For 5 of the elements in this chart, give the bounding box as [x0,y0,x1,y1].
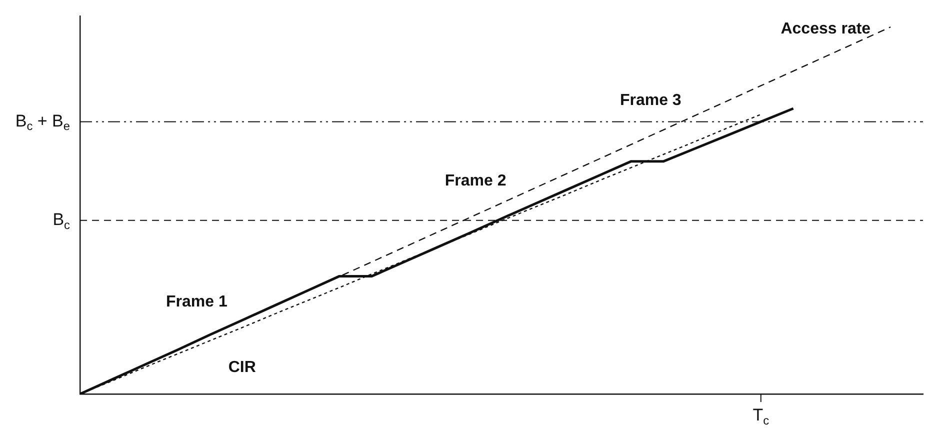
annotation: Frame 1 [166,294,228,311]
annotation: Frame 2 [444,172,506,190]
series-label: CIR [228,358,256,376]
series-label: Access rate [780,20,871,38]
annotation: Frame 3 [620,92,682,109]
